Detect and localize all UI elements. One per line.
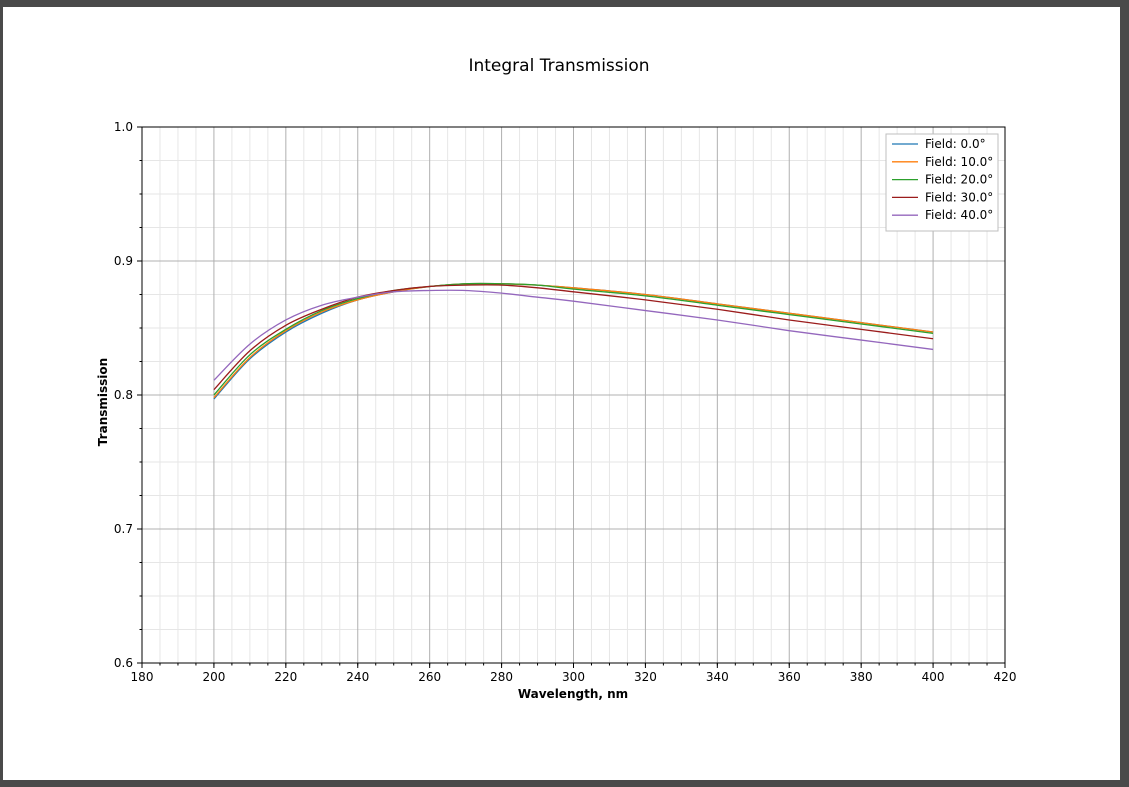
legend-label-4: Field: 40.0° xyxy=(925,208,993,222)
x-tick-label: 240 xyxy=(346,670,369,684)
x-tick-label: 300 xyxy=(562,670,585,684)
x-axis-title: Wavelength, nm xyxy=(518,687,628,701)
x-tick-label: 340 xyxy=(706,670,729,684)
x-tick-label: 280 xyxy=(490,670,513,684)
y-tick-label: 0.9 xyxy=(114,254,133,268)
y-tick-label: 1.0 xyxy=(114,120,133,134)
x-tick-label: 400 xyxy=(922,670,945,684)
chart-page: Integral Transmission 180 200 220 240 260 280… xyxy=(3,7,1120,780)
y-tick-label: 0.6 xyxy=(114,656,133,670)
series-line-3 xyxy=(213,284,934,391)
grid xyxy=(141,126,1006,664)
series-line-4 xyxy=(213,289,934,381)
legend-label-0: Field: 0.0° xyxy=(925,137,986,151)
x-tick-label: 380 xyxy=(850,670,873,684)
x-tick-label: 200 xyxy=(202,670,225,684)
transmission-chart: Integral Transmission 180 200 220 240 260 280… xyxy=(96,56,1017,701)
y-tick-label: 0.7 xyxy=(114,522,133,536)
x-tick-label: 220 xyxy=(274,670,297,684)
legend: Field: 0.0° Field: 10.0° Field: 20.0° Field… xyxy=(885,133,999,232)
x-tick-label: 420 xyxy=(994,670,1017,684)
series-lines xyxy=(213,282,934,400)
legend-label-1: Field: 10.0° xyxy=(925,155,993,169)
series-line-2 xyxy=(213,282,934,396)
x-tick-label: 360 xyxy=(778,670,801,684)
x-tick-label: 320 xyxy=(634,670,657,684)
x-tick-label: 180 xyxy=(131,670,154,684)
y-tick-label: 0.8 xyxy=(114,388,133,402)
legend-label-2: Field: 20.0° xyxy=(925,173,993,187)
x-tick-label: 260 xyxy=(418,670,441,684)
axis-ticks: 180 200 220 240 260 280 300 320 340 360 380 400 420 0… xyxy=(114,120,1017,684)
y-axis-title: Transmission xyxy=(96,358,110,446)
chart-title: Integral Transmission xyxy=(468,56,649,76)
legend-label-3: Field: 30.0° xyxy=(925,190,993,204)
